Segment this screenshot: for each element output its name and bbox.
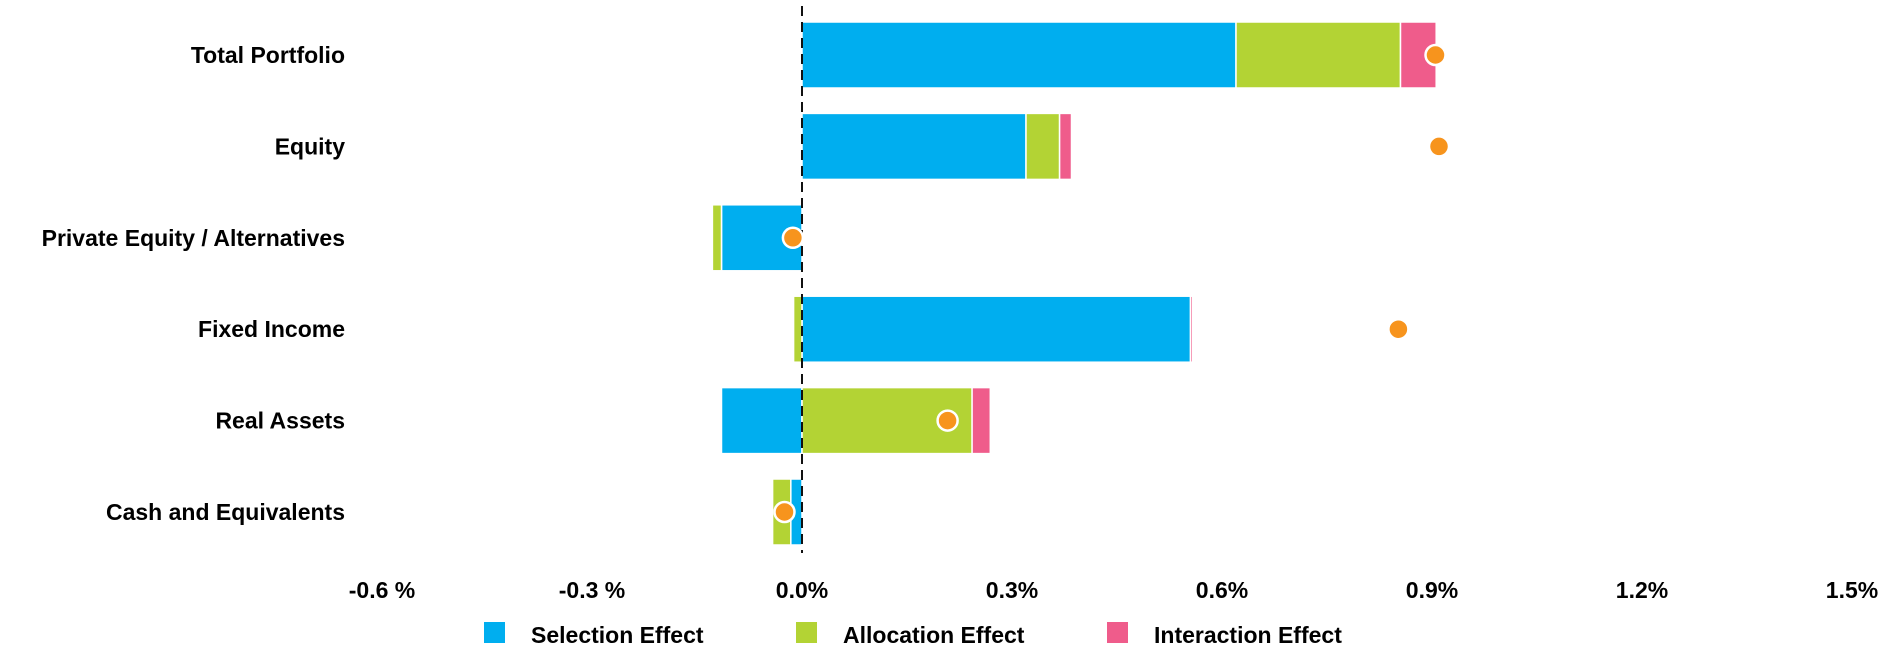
x-tick-label: 0.3% [986,577,1038,603]
bar-selection-effect-equity [801,112,1027,181]
total-marker-fixed-income [1387,317,1410,341]
x-tick-label: -0.6 % [349,577,415,603]
legend: Selection Effect Allocation Effect Interac… [484,622,1342,648]
category-label-real-assets: Real Assets [215,408,345,434]
legend-label-selection-effect: Selection Effect [531,622,704,648]
category-label-cash-and-equivalents: Cash and Equivalents [106,499,345,525]
category-label-private-equity-alternatives: Private Equity / Alternatives [42,225,345,251]
total-marker-total-portfolio [1424,43,1447,67]
bar-selection-effect-total-portfolio [801,21,1237,89]
category-label-layer: Total Portfolio Equity Private Equity / Al… [42,42,346,525]
legend-label-allocation-effect: Allocation Effect [843,622,1025,648]
bar-selection-effect-real-assets [720,386,803,455]
bar-allocation-effect-fixed-income [792,295,803,363]
total-marker-cash-and-equivalents [773,500,796,524]
x-tick-label: -0.3 % [559,577,625,603]
bar-allocation-effect-equity [1025,112,1061,181]
bar-allocation-effect-total-portfolio [1235,21,1402,89]
x-axis-tick-layer: -0.6 % -0.3 % 0.0% 0.3% 0.6% 0.9% 1.2% 1.5% [349,577,1878,603]
x-tick-label: 1.2% [1616,577,1668,603]
x-tick-label: 0.9% [1406,577,1458,603]
bar-interaction-effect-real-assets [971,386,992,455]
category-label-fixed-income: Fixed Income [198,316,345,342]
bar-interaction-effect-equity [1058,112,1073,181]
total-marker-private-equity-alternatives [781,226,805,250]
category-label-total-portfolio: Total Portfolio [191,42,345,68]
bar-selection-effect-fixed-income [801,295,1192,363]
legend-swatch-allocation-effect [796,622,817,643]
bar-interaction-effect-fixed-income [1189,295,1194,363]
total-marker-equity [1427,135,1451,158]
legend-swatch-interaction-effect [1107,622,1128,643]
category-label-equity: Equity [275,133,345,159]
total-marker-real-assets [936,409,959,432]
bar-allocation-effect-private-equity-alternatives [711,204,723,272]
x-tick-label: 0.0% [776,577,828,603]
bars-layer [711,21,1437,546]
legend-label-interaction-effect: Interaction Effect [1154,622,1342,648]
legend-swatch-selection-effect [484,622,505,643]
x-tick-label: 0.6% [1196,577,1248,603]
marker-layer [773,43,1451,524]
x-tick-label: 1.5% [1826,577,1878,603]
